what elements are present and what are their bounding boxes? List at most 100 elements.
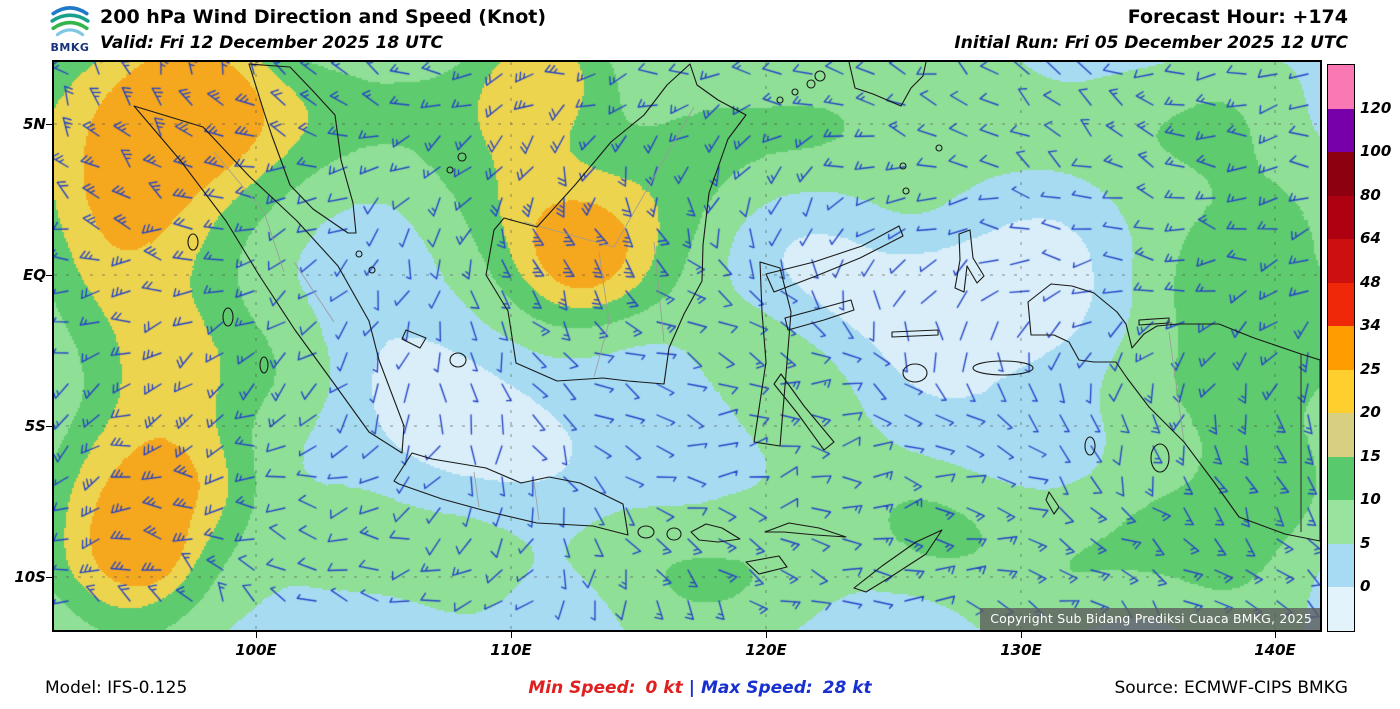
coast-sulu-3 [806, 79, 816, 89]
coast-aru [1150, 443, 1170, 473]
legend-label-34: 34 [1360, 316, 1381, 335]
model-label: Model: IFS-0.125 [45, 678, 188, 698]
lon-tick [511, 632, 512, 638]
legend-label-15: 15 [1360, 446, 1381, 465]
coast-halmahera [954, 229, 985, 293]
legend-segment-9 [1328, 456, 1354, 501]
coast-sula [891, 329, 939, 338]
legend-label-20: 20 [1360, 403, 1381, 422]
coast-sulawesi-body [753, 261, 792, 447]
coast-seram [972, 360, 1034, 376]
copyright-bar: Copyright Sub Bidang Prediksi Cuaca BMKG… [980, 608, 1320, 630]
coast-pagai [259, 356, 269, 374]
legend-segment-8 [1328, 413, 1354, 457]
coast-belitung [449, 352, 467, 368]
legend-segment-6 [1328, 326, 1354, 370]
lat-label-10S: 10S [14, 568, 46, 586]
coast-kai [1084, 436, 1096, 456]
coast-sulawesi-se-arm [773, 373, 835, 451]
coast-tanimbar [1045, 491, 1060, 515]
coast-buru [902, 363, 928, 383]
coast-yapen [1138, 317, 1170, 326]
coast-mindanao [848, 62, 927, 107]
coast-riau-1 [355, 250, 363, 258]
lon-tick [1275, 632, 1276, 638]
bmkg-logo: BMKG [46, 3, 94, 57]
coast-sulu-2 [791, 88, 799, 96]
lat-tick [46, 124, 52, 125]
legend-segment-10 [1328, 500, 1354, 544]
lat-tick [46, 275, 52, 276]
coast-riau-2 [368, 266, 376, 274]
max-speed-value: 28 kt [822, 678, 872, 698]
lat-label-5N: 5N [23, 115, 46, 133]
initial-run: Initial Run: Fri 05 December 2025 12 UTC [954, 33, 1348, 53]
min-speed-label: Min Speed: [528, 678, 636, 698]
coast-sulawesi-east-arm [784, 299, 855, 331]
admin-boundaries [213, 106, 1185, 521]
coast-bali [637, 525, 655, 539]
coast-talaud [935, 144, 943, 152]
coast-nias [187, 233, 199, 251]
coastlines [133, 62, 1320, 593]
legend-segment-0 [1328, 65, 1354, 109]
legend-segment-1 [1328, 108, 1354, 153]
legend-label-64: 64 [1360, 229, 1381, 248]
bmkg-logo-label: BMKG [50, 41, 90, 54]
coast-malay-peninsula [248, 63, 357, 234]
coast-natuna-1 [457, 152, 467, 162]
coast-java [393, 452, 629, 536]
coast-basilan [814, 70, 826, 82]
coast-sangihe-2 [902, 187, 910, 195]
legend-segment-5 [1328, 282, 1354, 327]
coast-bangka [401, 329, 427, 349]
lon-label-120E: 120E [745, 641, 787, 659]
coast-sulu-1 [776, 96, 784, 104]
lat-label-EQ: EQ [23, 266, 46, 284]
legend-segment-11 [1328, 543, 1354, 588]
legend-segment-4 [1328, 239, 1354, 283]
coast-sulawesi-north-arm [765, 225, 904, 293]
coast-sumba [745, 555, 788, 575]
lat-tick [46, 577, 52, 578]
lon-tick [256, 632, 257, 638]
coast-siberut [222, 307, 234, 327]
graticule [54, 62, 1320, 630]
minmax-separator: | [688, 678, 695, 698]
legend-label-120: 120 [1360, 98, 1392, 117]
legend-label-25: 25 [1360, 359, 1381, 378]
source-label: Source: ECMWF-CIPS BMKG [1114, 678, 1348, 698]
coast-natuna-2 [446, 166, 454, 174]
legend-label-0: 0 [1360, 577, 1371, 596]
bmkg-logo-icon [50, 6, 90, 37]
legend-label-80: 80 [1360, 185, 1381, 204]
legend-label-5: 5 [1360, 533, 1371, 552]
lat-label-5S: 5S [24, 417, 46, 435]
page-title: 200 hPa Wind Direction and Speed (Knot) [100, 6, 547, 28]
coast-sumatra [133, 105, 405, 454]
speed-colorbar [1327, 64, 1355, 632]
coast-sangihe-1 [899, 162, 907, 170]
coast-lombok [666, 527, 682, 541]
coast-sumbawa [690, 523, 741, 543]
lon-tick [1021, 632, 1022, 638]
legend-segment-12 [1328, 587, 1354, 631]
map-frame: Copyright Sub Bidang Prediksi Cuaca BMKG… [52, 60, 1322, 632]
legend-segment-2 [1328, 152, 1354, 196]
lon-tick [766, 632, 767, 638]
lon-label-140E: 140E [1254, 641, 1296, 659]
legend-label-10: 10 [1360, 490, 1381, 509]
legend-label-100: 100 [1360, 142, 1392, 161]
legend-label-48: 48 [1360, 272, 1381, 291]
coast-timor [853, 529, 943, 593]
forecast-hour: Forecast Hour: +174 [1127, 6, 1348, 28]
legend-segment-3 [1328, 195, 1354, 240]
lat-tick [46, 426, 52, 427]
coast-borneo [485, 63, 747, 385]
coast-papua [1027, 283, 1320, 542]
min-speed-value: 0 kt [645, 678, 683, 698]
lon-label-100E: 100E [235, 641, 277, 659]
legend-segment-7 [1328, 369, 1354, 414]
coastline-overlay [54, 62, 1320, 630]
